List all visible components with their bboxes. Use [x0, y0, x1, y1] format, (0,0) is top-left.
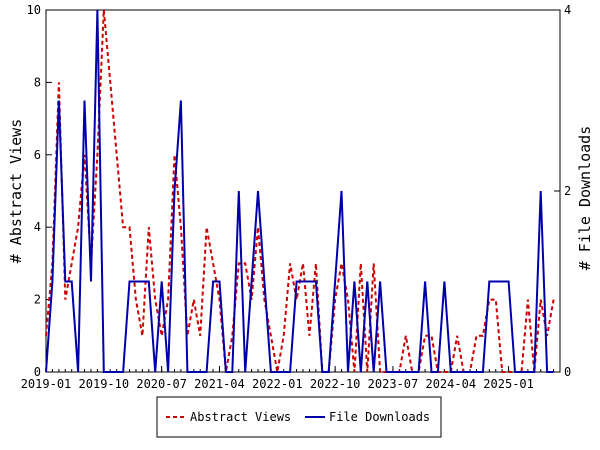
x-tick-label: 2019-01	[21, 377, 72, 391]
x-tick-label: 2023-07	[368, 377, 419, 391]
legend-box	[156, 396, 442, 438]
x-tick-label: 2022-10	[310, 377, 361, 391]
y-axis-left-title: # Abstract Views	[7, 119, 25, 264]
y-right-axis-ticks: 0 2 4	[554, 3, 571, 379]
plot-frame	[45, 9, 561, 373]
y-left-tick-label: 6	[34, 148, 41, 162]
y-left-tick-label: 2	[34, 293, 41, 307]
series-line-file-downloads	[45, 9, 554, 373]
x-tick-label: 2020-07	[136, 377, 187, 391]
y-left-tick-label: 8	[34, 75, 41, 89]
x-tick-label: 2025-01	[483, 377, 534, 391]
x-axis-ticks: 2019-01 2019-10 2020-07 2021-04 2022-01 2022-…	[21, 366, 534, 391]
y-left-tick-label: 0	[34, 365, 41, 379]
y-left-tick-label: 10	[27, 3, 41, 17]
y-right-tick-label: 2	[564, 184, 571, 198]
y-right-tick-label: 0	[564, 365, 571, 379]
legend-label-file-downloads: File Downloads	[329, 410, 430, 424]
x-tick-label: 2019-10	[79, 377, 130, 391]
x-tick-label: 2024-04	[425, 377, 476, 391]
x-tick-label: 2022-01	[252, 377, 303, 391]
series-layer	[45, 9, 555, 373]
y-axis-right-title: # File Downloads	[576, 126, 594, 271]
x-tick-label: 2021-04	[194, 377, 245, 391]
y-left-tick-label: 4	[34, 220, 41, 234]
y-left-axis-ticks: 0 2 4 6 8 10	[27, 3, 52, 379]
plot-area: 2019-01 2019-10 2020-07 2021-04 2022-01 2022-…	[21, 3, 572, 391]
legend-label-abstract-views: Abstract Views	[190, 410, 291, 424]
legend: Abstract Views File Downloads	[156, 396, 442, 438]
y-right-tick-label: 4	[564, 3, 571, 17]
